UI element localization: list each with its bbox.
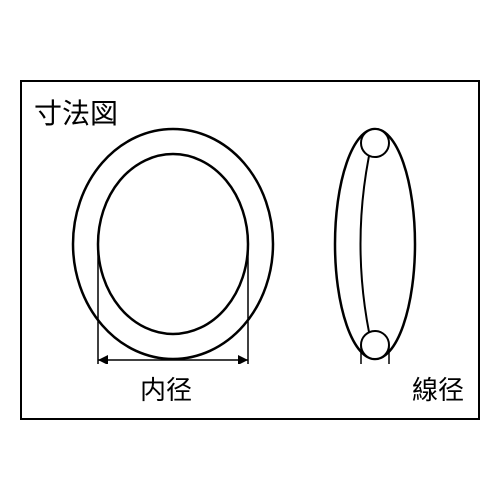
wire-diameter-label: 線径 xyxy=(412,370,464,407)
diagram-frame: 寸法図 xyxy=(20,80,480,420)
inner-diameter-label: 内径 xyxy=(140,370,192,407)
oring-front-view xyxy=(68,124,278,364)
oring-side-view xyxy=(332,124,418,364)
diagram-container: 寸法図 xyxy=(20,80,480,420)
